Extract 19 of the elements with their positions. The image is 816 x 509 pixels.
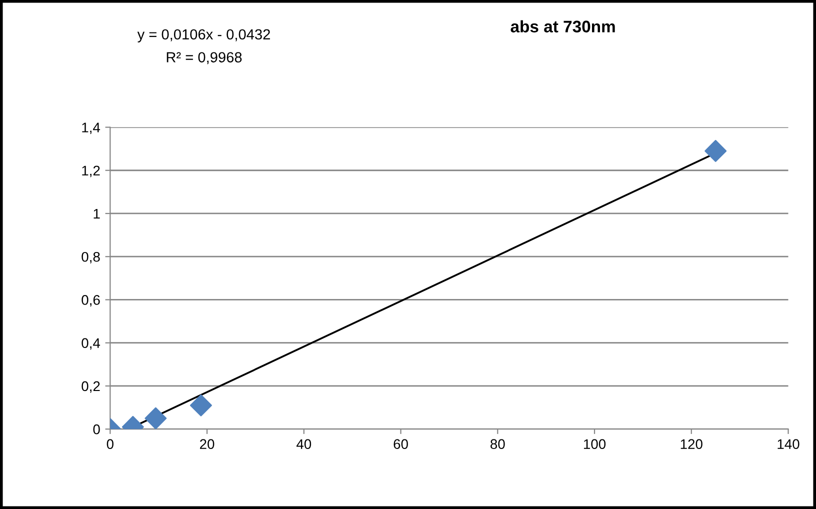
y-tick-label: 1,2 <box>82 166 100 178</box>
x-tick-label: 40 <box>296 439 312 450</box>
x-tick-label: 80 <box>490 439 505 450</box>
y-tick-label: 0,6 <box>82 295 100 307</box>
y-tick-label: 0,8 <box>82 252 100 264</box>
y-tick-label: 0 <box>93 424 100 434</box>
x-tick-label: 120 <box>680 439 702 450</box>
text: R² = 0,9968 <box>166 52 242 64</box>
x-tick-label: 140 <box>778 439 800 450</box>
chart-title: abs at 730nm <box>510 20 615 32</box>
x-tick-label: 0 <box>106 439 114 450</box>
x-tick-label: 60 <box>394 439 408 450</box>
text: y = 0,0106x - 0,0432 <box>137 29 270 42</box>
y-tick-label: 1,4 <box>82 122 100 134</box>
x-tick-label: 100 <box>584 439 606 450</box>
y-tick-label: 0,2 <box>82 381 100 393</box>
x-tick-label: 20 <box>200 439 214 450</box>
y-tick-label: 0,4 <box>82 338 100 350</box>
y-tick-label: 1 <box>94 208 100 219</box>
